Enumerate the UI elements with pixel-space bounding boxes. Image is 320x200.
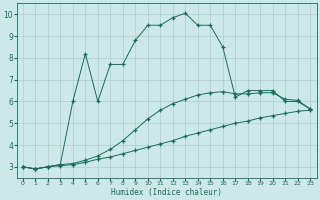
X-axis label: Humidex (Indice chaleur): Humidex (Indice chaleur) (111, 188, 222, 197)
